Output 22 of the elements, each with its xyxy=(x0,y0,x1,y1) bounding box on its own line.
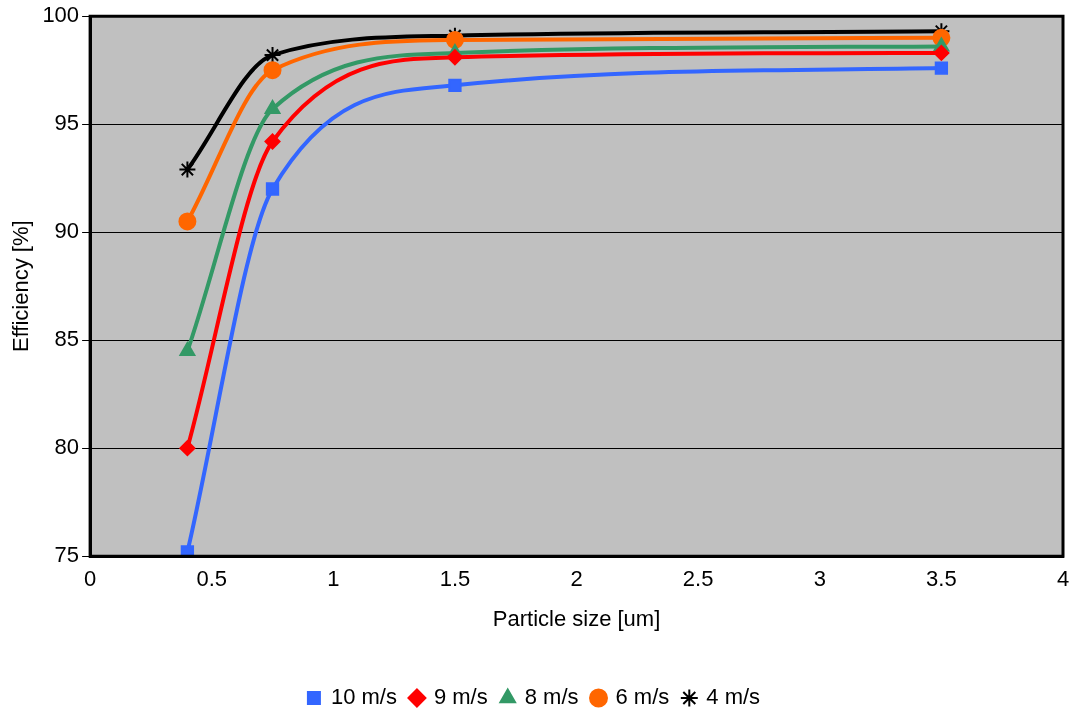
x-axis-title: Particle size [um] xyxy=(492,605,661,631)
x-tick-label: 1.5 xyxy=(439,566,471,592)
legend-label: 6 m/s xyxy=(615,684,670,710)
y-tick-label: 95 xyxy=(54,110,80,136)
legend-label: 4 m/s xyxy=(706,684,761,710)
legend-label: 8 m/s xyxy=(524,684,579,710)
y-tick-label: 90 xyxy=(54,218,80,244)
x-tick-label: 0 xyxy=(83,566,97,592)
legend-label: 10 m/s xyxy=(330,684,397,710)
x-tick-label: 2.5 xyxy=(682,566,714,592)
x-tick-label: 4 xyxy=(1056,566,1070,592)
x-tick-label: 3.5 xyxy=(926,566,957,592)
y-tick-label: 100 xyxy=(42,2,80,28)
x-tick-label: 3 xyxy=(813,566,826,592)
y-tick-label: 80 xyxy=(54,434,80,460)
x-tick-label: 0.5 xyxy=(196,566,228,592)
legend-label: 9 m/s xyxy=(433,684,488,710)
y-axis-title: Efficiency [%] xyxy=(8,220,34,353)
x-tick-label: 1 xyxy=(327,566,340,592)
y-tick-label: 75 xyxy=(54,542,80,568)
x-tick-label: 2 xyxy=(570,566,583,592)
y-tick-label: 85 xyxy=(54,326,80,352)
